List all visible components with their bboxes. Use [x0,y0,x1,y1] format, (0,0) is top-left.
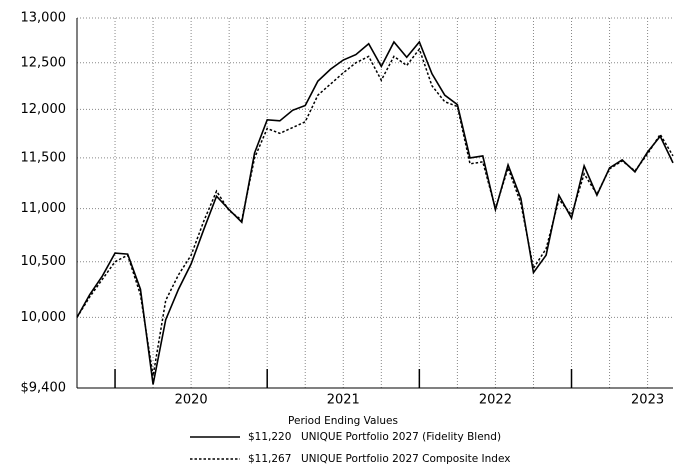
y-tick-label: 13,000 [21,11,67,26]
x-tick-label: 2023 [631,393,664,408]
y-tick-label: 12,000 [21,102,67,117]
series-line [76,40,674,385]
x-tick-label: 2020 [175,393,208,408]
y-tick-label: 10,000 [21,310,67,325]
series-line [76,47,674,377]
legend-value: $11,220 [248,431,291,443]
legend-value: $11,267 [248,453,291,465]
y-tick-label: $9,400 [21,381,67,396]
y-tick-label: 11,000 [21,201,67,216]
legend-label: UNIQUE Portfolio 2027 Composite Index [301,453,510,465]
y-tick-label: 12,500 [21,55,67,70]
y-tick-label: 10,500 [21,254,67,269]
x-tick-label: 2022 [479,393,512,408]
y-tick-label: 11,500 [21,150,67,165]
legend-label: UNIQUE Portfolio 2027 (Fidelity Blend) [301,431,501,443]
x-axis-label: Period Ending Values [288,415,398,427]
x-tick-label: 2021 [327,393,360,408]
